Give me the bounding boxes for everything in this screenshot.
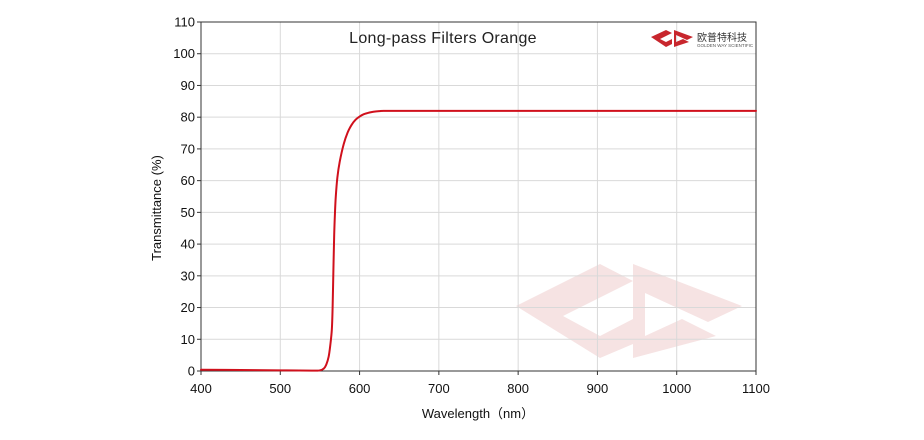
y-tick-labels: 0 10 20 30 40 50 60 70 80 90 100 110	[173, 15, 195, 379]
x-tick-label: 500	[269, 381, 291, 396]
x-tick-labels: 400 500 600 700 800 900 1000 1100	[190, 381, 770, 396]
x-tick-label: 1000	[662, 381, 691, 396]
y-axis-title: Transmittance (%)	[149, 155, 164, 261]
axes	[197, 21, 757, 375]
x-axis-title: Wavelength（nm）	[422, 406, 534, 421]
y-tick-label: 100	[173, 46, 195, 61]
y-tick-label: 30	[181, 268, 195, 283]
x-tick-label: 600	[349, 381, 371, 396]
y-tick-label: 50	[181, 205, 195, 220]
x-tick-label: 900	[587, 381, 609, 396]
y-tick-label: 10	[181, 332, 195, 347]
y-tick-label: 80	[181, 110, 195, 125]
chart-title: Long-pass Filters Orange	[349, 30, 537, 47]
x-tick-label: 400	[190, 381, 212, 396]
grid	[201, 21, 756, 371]
x-tick-label: 800	[507, 381, 529, 396]
y-tick-label: 110	[174, 15, 195, 30]
y-tick-label: 20	[181, 300, 195, 315]
y-tick-label: 60	[181, 173, 195, 188]
y-tick-label: 70	[181, 141, 195, 156]
brand-name-cn: 欧普特科技	[697, 31, 747, 44]
plot-frame	[200, 21, 757, 372]
y-tick-label: 40	[181, 237, 195, 252]
brand-logo: 欧普特科技 GOLDEN WAY SCIENTIFIC	[651, 30, 754, 48]
series-line-0	[200, 109, 757, 372]
brand-name-en: GOLDEN WAY SCIENTIFIC	[697, 43, 754, 48]
x-tick-label: 700	[428, 381, 450, 396]
watermark-logo	[516, 264, 742, 358]
series-layer	[200, 109, 757, 372]
x-tick-label: 1100	[742, 381, 770, 396]
y-tick-label: 0	[188, 364, 195, 379]
brand-logo-mark	[651, 30, 693, 47]
y-tick-label: 90	[181, 78, 195, 93]
